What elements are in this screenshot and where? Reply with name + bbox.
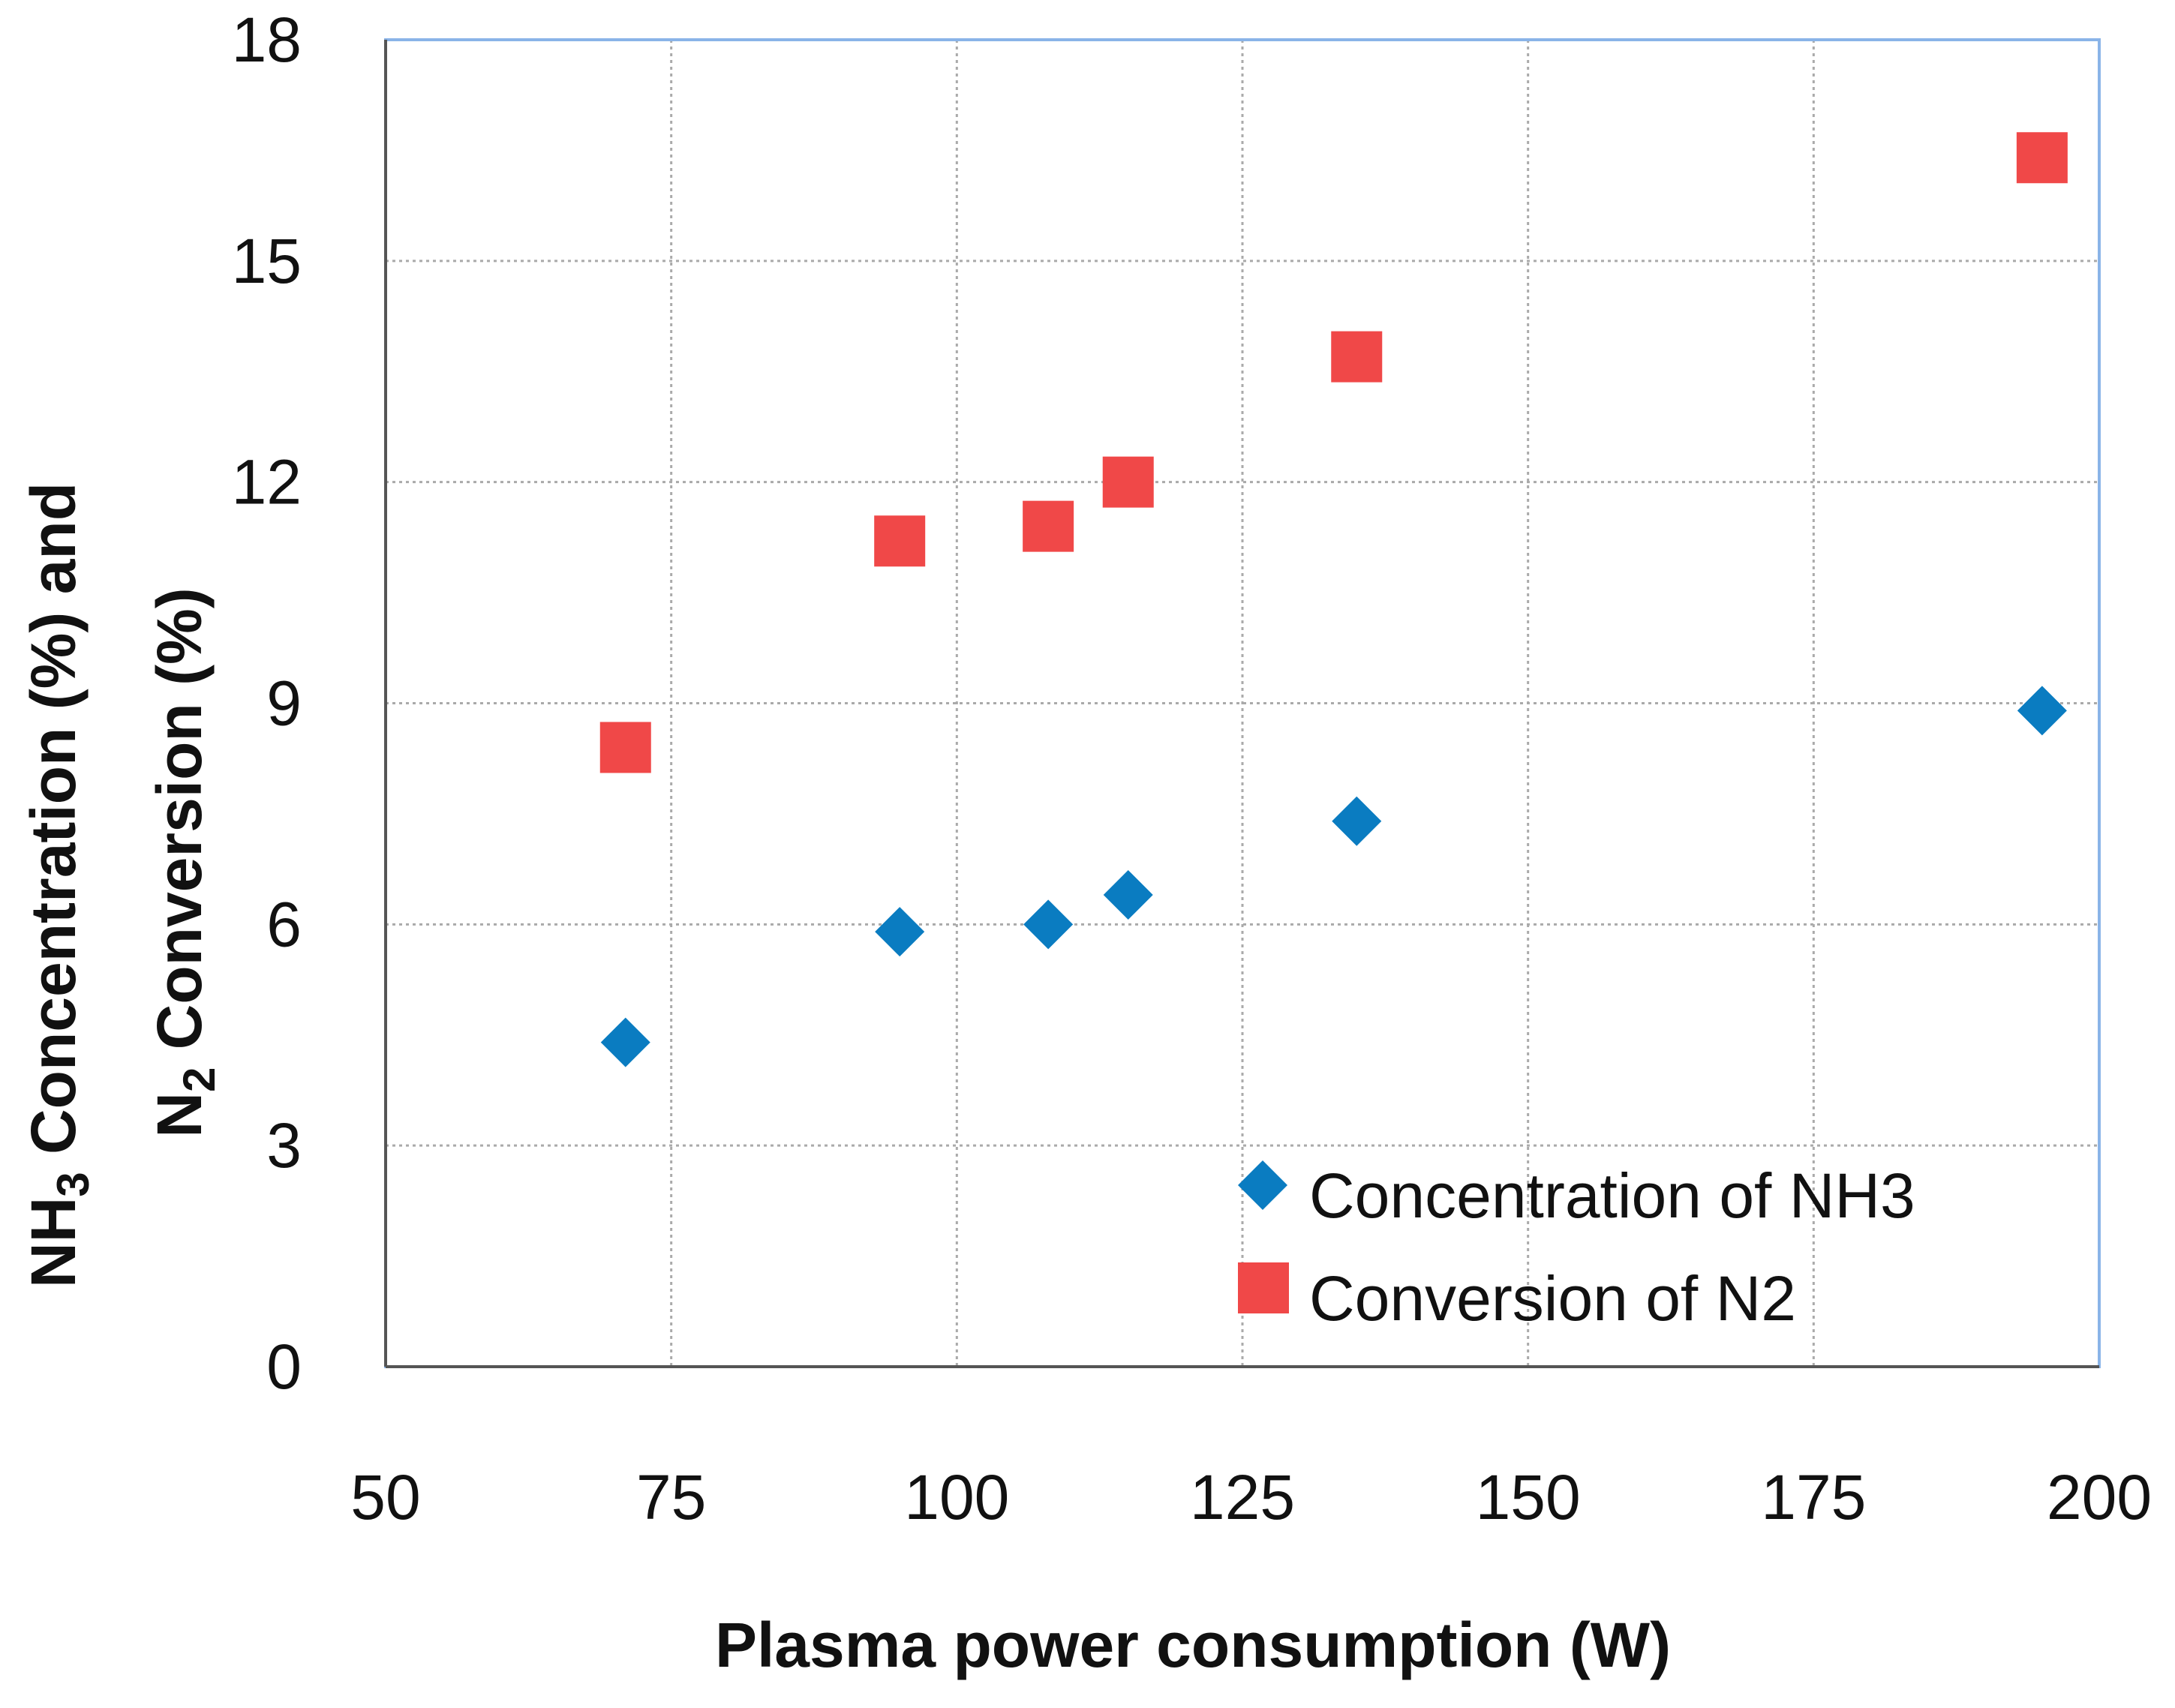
y-tick-label: 6 [266,889,302,959]
x-tick-label: 100 [904,1462,1009,1532]
data-points [599,132,2068,1067]
x-tick-label: 50 [350,1462,420,1532]
nh3-point [1332,796,1382,846]
legend-item-n2: Conversion of N2 [1238,1262,1796,1334]
x-tick-label: 200 [2047,1462,2152,1532]
n2-point [1331,331,1383,383]
x-tick-label: 125 [1190,1462,1295,1532]
legend-label-nh3: Concentration of NH3 [1309,1160,1915,1231]
n2-point [1102,456,1154,508]
nh3-point [1023,899,1074,950]
x-tick-label: 150 [1476,1462,1581,1532]
y-tick-label: 3 [266,1110,302,1181]
nh3-point [2017,686,2067,736]
y-axis-title: NH3 Concentration (%) and N2 Conversion … [18,482,224,1288]
x-axis-title: Plasma power consumption (W) [715,1610,1671,1680]
n2-point [1023,500,1074,552]
legend-label-n2: Conversion of N2 [1309,1263,1796,1334]
x-tick-label: 175 [1761,1462,1866,1532]
y-tick-label: 9 [266,668,302,739]
gridlines [386,40,2099,1367]
n2-point [2016,132,2068,184]
nh3-point [1103,870,1153,920]
legend-marker-diamond [1238,1160,1287,1210]
y-tick-label: 18 [232,5,302,75]
nh3-point [600,1017,650,1067]
y-tick-labels: 0 3 6 9 12 15 18 [232,5,302,1402]
legend: Concentration of NH3 Conversion of N2 [1238,1160,1915,1334]
y-tick-label: 12 [232,447,302,518]
y-tick-label: 0 [266,1331,302,1402]
legend-item-nh3: Concentration of NH3 [1238,1160,1915,1231]
y-axis-title-line-2: N2 Conversion (%) [144,587,224,1137]
y-axis-title-line-1: NH3 Concentration (%) and [18,482,98,1288]
x-tick-label: 75 [636,1462,706,1532]
n2-point [599,722,651,773]
y-tick-label: 15 [232,226,302,296]
n2-point [874,515,926,567]
nh3-point [875,907,925,957]
legend-marker-square [1238,1262,1289,1313]
x-tick-labels: 50 75 100 125 150 175 200 [350,1462,2152,1532]
